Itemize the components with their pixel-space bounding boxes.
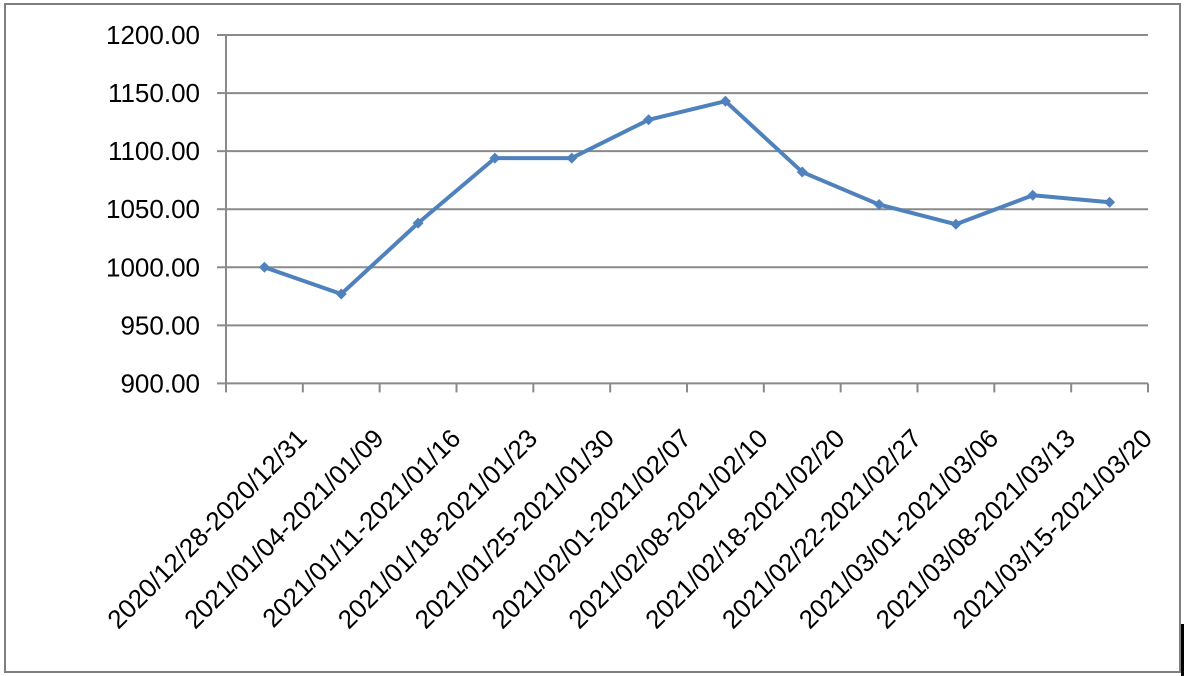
y-axis-tick-label: 1200.00 — [106, 20, 200, 50]
data-point-marker — [950, 218, 962, 230]
y-axis-tick-label: 900.00 — [120, 368, 200, 398]
data-point-marker — [796, 166, 808, 178]
data-point-marker — [489, 152, 501, 164]
y-axis-tick-label: 1050.00 — [106, 194, 200, 224]
data-point-marker — [1104, 196, 1116, 208]
y-axis-tick-label: 950.00 — [120, 310, 200, 340]
data-point-marker — [719, 95, 731, 107]
series-line — [262, 99, 1112, 296]
y-axis-tick-label: 1100.00 — [108, 136, 200, 166]
y-axis-tick-label: 1000.00 — [106, 252, 200, 282]
data-point-marker — [1027, 189, 1039, 201]
screen-edge-artifact — [1181, 624, 1184, 676]
data-point-marker — [258, 261, 270, 273]
data-point-marker — [873, 199, 885, 211]
data-point-marker — [335, 288, 347, 300]
data-point-marker — [412, 217, 424, 229]
data-point-marker — [643, 114, 655, 126]
data-point-marker — [566, 152, 578, 164]
y-axis-tick-label: 1150.00 — [108, 78, 200, 108]
